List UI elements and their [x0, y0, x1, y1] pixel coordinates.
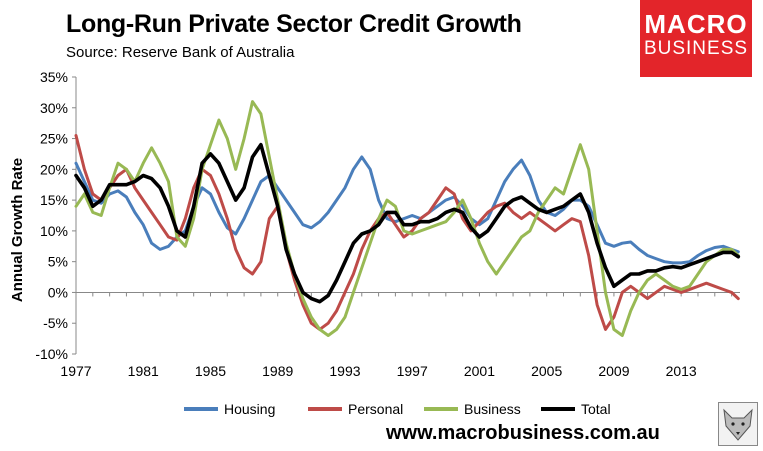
y-tick-label: 15%	[40, 192, 68, 208]
x-tick-label: 1989	[262, 363, 293, 379]
x-tick-label: 2001	[464, 363, 495, 379]
x-tick-label: 1981	[128, 363, 159, 379]
chart-title: Long-Run Private Sector Credit Growth	[66, 10, 522, 38]
x-tick-label: 2013	[666, 363, 697, 379]
series-line-housing	[74, 155, 740, 265]
y-tick-label: 35%	[40, 69, 68, 85]
y-tick-label: 25%	[40, 131, 68, 147]
logo-line-1: MACRO	[644, 9, 748, 39]
y-tick-label: 0%	[48, 284, 68, 300]
x-tick-label: 2009	[598, 363, 629, 379]
y-tick-label: 10%	[40, 223, 68, 239]
series-line-business	[74, 100, 740, 337]
x-tick-label: 1993	[329, 363, 360, 379]
y-tick-label: -10%	[35, 346, 68, 362]
legend-label-personal: Personal	[348, 401, 403, 417]
fox-mascot-icon	[718, 402, 758, 446]
chart-source: Source: Reserve Bank of Australia	[66, 44, 295, 61]
macrobusiness-logo: MACRO BUSINESS	[640, 0, 752, 77]
series-line-total	[74, 142, 741, 304]
logo-line-2: BUSINESS	[643, 38, 749, 59]
legend-label-housing: Housing	[224, 401, 275, 417]
x-tick-label: 1997	[397, 363, 428, 379]
x-tick-label: 1985	[195, 363, 226, 379]
website-url: www.macrobusiness.com.au	[386, 422, 660, 444]
legend-label-business: Business	[464, 401, 521, 417]
y-tick-label: 30%	[40, 100, 68, 116]
y-tick-label: 5%	[48, 254, 68, 270]
x-tick-label: 2005	[531, 363, 562, 379]
y-axis-label: Annual Growth Rate	[9, 158, 26, 302]
legend-label-total: Total	[581, 401, 611, 417]
x-tick-label: 1977	[60, 363, 91, 379]
y-tick-label: 20%	[40, 161, 68, 177]
y-tick-label: -5%	[43, 315, 68, 331]
